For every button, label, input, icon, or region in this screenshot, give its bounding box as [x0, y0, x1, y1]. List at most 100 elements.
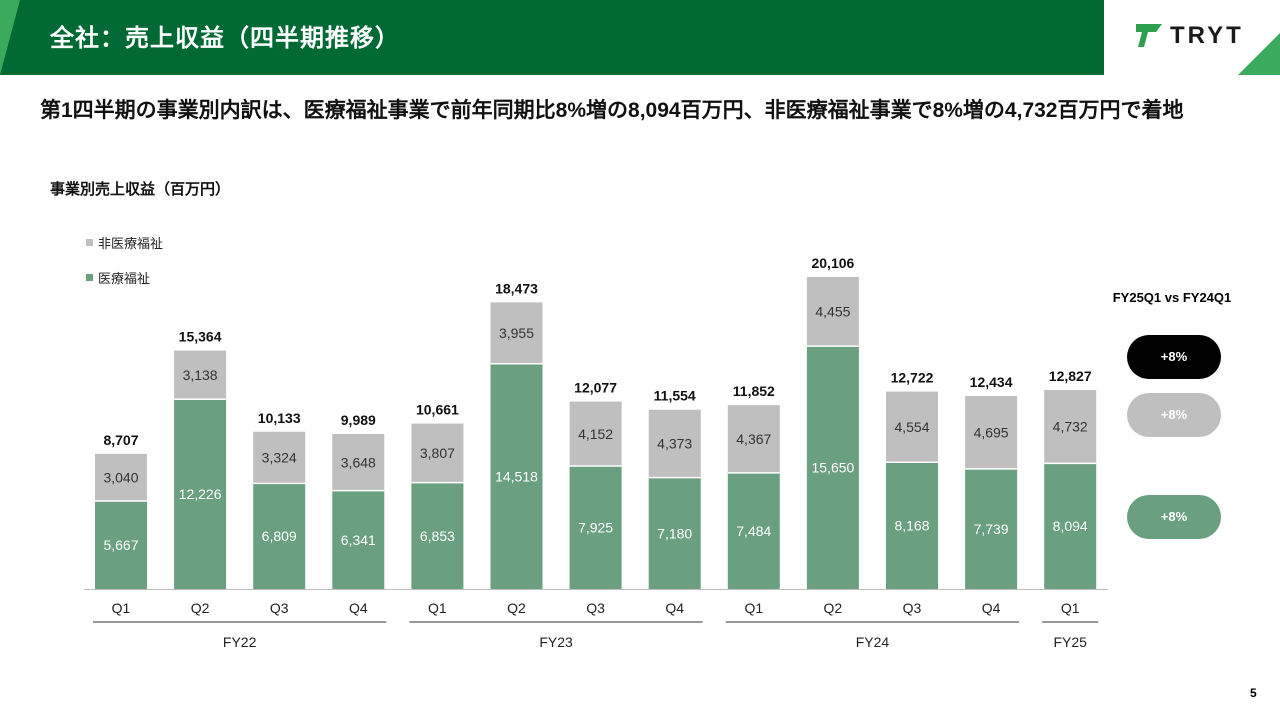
- data-label-nonmedical: 4,554: [894, 419, 929, 435]
- bar-nonmedical: [253, 431, 306, 484]
- data-label-medical: 5,667: [103, 537, 138, 553]
- bar-medical: [1044, 463, 1097, 589]
- bar-medical: [174, 399, 227, 589]
- data-label-medical: 6,809: [262, 528, 297, 544]
- x-tick-label: Q2: [507, 600, 526, 616]
- bar-nonmedical: [569, 401, 622, 467]
- data-label-nonmedical: 3,040: [103, 469, 138, 485]
- data-label-total: 20,106: [811, 255, 854, 271]
- bar-medical: [332, 490, 385, 589]
- corner-accent-triangle: [1238, 33, 1280, 75]
- data-label-medical: 6,341: [341, 532, 376, 548]
- data-label-nonmedical: 4,367: [736, 431, 771, 447]
- legend-nonmedical: 非医療福祉: [86, 233, 163, 252]
- data-label-nonmedical: 3,324: [262, 450, 297, 466]
- bar-medical: [648, 477, 701, 589]
- pill-nonmedical: +8%: [1127, 393, 1221, 437]
- header-accent-triangle: [0, 0, 20, 75]
- legend-label-medical: 医療福祉: [98, 271, 151, 286]
- x-tick-label: Q2: [824, 600, 843, 616]
- data-label-medical: 6,853: [420, 528, 455, 544]
- x-tick-label: Q4: [349, 600, 368, 616]
- chart-title: 事業別売上収益（百万円）: [50, 181, 231, 198]
- bar-medical: [253, 483, 306, 589]
- bar-medical: [569, 466, 622, 589]
- group-label: FY25: [1053, 634, 1087, 650]
- data-label-total: 12,722: [891, 370, 934, 386]
- data-label-medical: 7,739: [974, 521, 1009, 537]
- data-label-nonmedical: 4,373: [657, 436, 692, 452]
- bar-medical: [490, 363, 543, 589]
- bar-nonmedical: [174, 350, 227, 400]
- bar-medical: [727, 472, 780, 589]
- bar-medical: [95, 501, 147, 589]
- x-tick-label: Q1: [1061, 600, 1080, 616]
- data-label-medical: 14,518: [495, 468, 538, 484]
- data-label-medical: 8,094: [1053, 518, 1088, 534]
- data-label-nonmedical: 4,152: [578, 426, 613, 442]
- x-tick-label: Q2: [191, 600, 210, 616]
- data-label-nonmedical: 3,138: [183, 367, 218, 383]
- group-label: FY22: [223, 634, 257, 650]
- x-tick-label: Q3: [586, 600, 605, 616]
- data-label-medical: 8,168: [894, 518, 929, 534]
- bar-nonmedical: [411, 423, 464, 483]
- bar-nonmedical: [490, 302, 543, 364]
- pill-total: +8%: [1127, 335, 1221, 379]
- data-label-total: 15,364: [179, 329, 222, 345]
- tryt-logo-icon: [1136, 24, 1162, 47]
- x-tick-label: Q4: [665, 600, 684, 616]
- data-label-medical: 15,650: [811, 460, 854, 476]
- legend-swatch-nonmedical: [86, 239, 93, 246]
- header-bar: [0, 0, 1280, 75]
- page-number: 5: [1250, 686, 1257, 700]
- data-label-nonmedical: 3,648: [341, 454, 376, 470]
- legend-label-nonmedical: 非医療福祉: [98, 236, 164, 251]
- data-label-total: 12,827: [1049, 368, 1092, 384]
- headline: 第1四半期の事業別内訳は、医療福祉事業で前年同期比8%増の8,094百万円、非医…: [40, 99, 1184, 122]
- data-label-total: 9,989: [341, 412, 376, 428]
- comparison-title: FY25Q1 vs FY24Q1: [1112, 290, 1232, 305]
- bar-nonmedical: [727, 405, 780, 473]
- data-label-total: 11,554: [654, 388, 696, 404]
- group-label: FY24: [856, 634, 890, 650]
- pill-medical: +8%: [1127, 495, 1221, 539]
- data-label-total: 12,434: [970, 374, 1013, 390]
- data-label-total: 10,661: [416, 402, 459, 418]
- bar-medical: [411, 482, 464, 589]
- data-label-total: 12,077: [574, 380, 617, 396]
- logo-text: TRYT: [1170, 22, 1244, 49]
- x-tick-label: Q1: [744, 600, 763, 616]
- bar-medical: [965, 468, 1018, 589]
- bar-nonmedical: [648, 409, 701, 478]
- bar-nonmedical: [806, 277, 859, 347]
- page-title: 全社：売上収益（四半期推移）: [50, 25, 400, 52]
- data-label-nonmedical: 3,807: [420, 445, 455, 461]
- data-label-total: 18,473: [495, 280, 538, 296]
- group-label: FY23: [539, 634, 573, 650]
- data-label-nonmedical: 4,732: [1053, 419, 1088, 435]
- data-label-medical: 7,925: [578, 520, 613, 536]
- data-label-medical: 7,180: [657, 525, 692, 541]
- data-label-nonmedical: 3,955: [499, 325, 534, 341]
- legend-swatch-medical: [86, 274, 93, 281]
- data-label-nonmedical: 4,455: [815, 304, 850, 320]
- bar-nonmedical: [886, 391, 938, 463]
- data-label-total: 11,852: [733, 383, 775, 399]
- x-tick-label: Q3: [903, 600, 922, 616]
- data-label-medical: 7,484: [736, 523, 771, 539]
- data-label-medical: 12,226: [179, 486, 222, 502]
- x-tick-label: Q3: [270, 600, 289, 616]
- bar-medical: [886, 462, 938, 589]
- data-label-total: 8,707: [103, 432, 138, 448]
- bar-medical: [806, 346, 859, 589]
- x-tick-label: Q1: [112, 600, 131, 616]
- legend-medical: 医療福祉: [86, 268, 150, 287]
- x-tick-label: Q1: [428, 600, 447, 616]
- data-label-total: 10,133: [258, 410, 301, 426]
- bar-nonmedical: [1044, 389, 1097, 464]
- data-label-nonmedical: 4,695: [974, 424, 1009, 440]
- x-tick-label: Q4: [982, 600, 1001, 616]
- bar-nonmedical: [965, 396, 1018, 469]
